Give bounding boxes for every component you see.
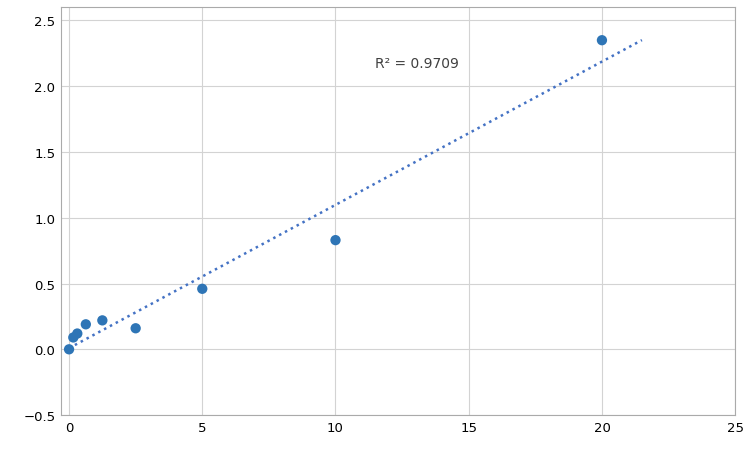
Point [596, 37, 608, 45]
Point [96, 317, 108, 324]
Point [71, 330, 83, 337]
Point [129, 325, 141, 332]
Text: R² = 0.9709: R² = 0.9709 [375, 56, 459, 70]
Point [329, 237, 341, 244]
Point [63, 346, 75, 353]
Point [80, 321, 92, 328]
Point [67, 334, 79, 341]
Point [196, 285, 208, 293]
